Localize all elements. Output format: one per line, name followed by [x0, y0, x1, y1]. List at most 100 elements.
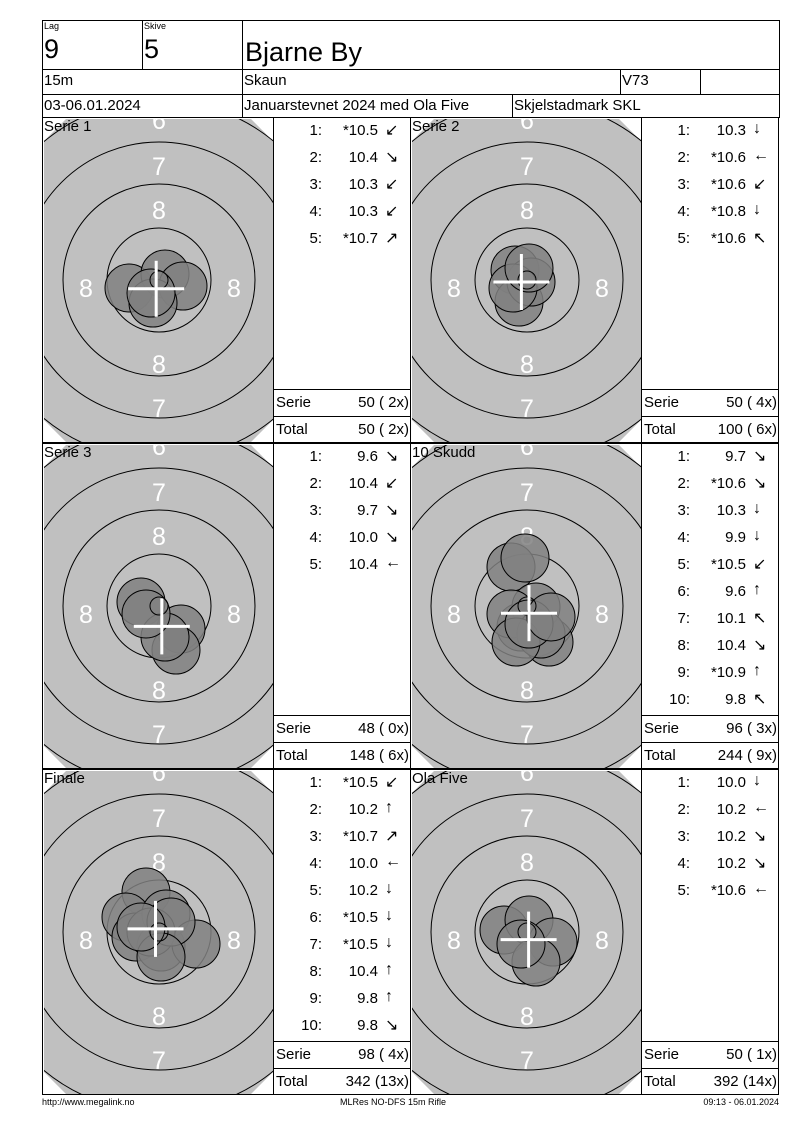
- ring-number: 8: [79, 601, 93, 629]
- serie-row: Serie 96 ( 3x): [642, 715, 778, 743]
- serie-row: Serie 98 ( 4x): [274, 1041, 410, 1069]
- shot-score: 9.6: [725, 583, 746, 600]
- ring: [412, 467, 642, 745]
- shot-number: 3:: [309, 828, 322, 845]
- ring-number: 6: [520, 118, 534, 135]
- serie-label: Serie: [276, 720, 312, 737]
- shot-row: 3: *10.6 ↙: [642, 172, 778, 199]
- total-label: Total: [276, 421, 308, 438]
- direction-arrow-icon: ↘: [385, 502, 399, 519]
- shot-row: 9: *10.9 ↑: [642, 660, 778, 687]
- ring-number: 6: [152, 439, 166, 444]
- direction-arrow-icon: ↘: [385, 149, 399, 166]
- shot-score: 10.2: [348, 882, 378, 899]
- shot-score: *10.6: [710, 882, 746, 899]
- direction-arrow-icon: ←: [753, 799, 769, 816]
- serie-label: Serie: [644, 1046, 680, 1063]
- direction-arrow-icon: ↓: [385, 907, 393, 924]
- shot-score: 9.8: [357, 990, 378, 1007]
- shot-row: 1: 9.6 ↘: [274, 444, 410, 471]
- shot-row: 4: 10.3 ↙: [274, 199, 410, 226]
- lag-cell: Lag 9: [42, 20, 143, 70]
- shot-hole: [504, 243, 554, 293]
- serie-label: Serie: [276, 1046, 312, 1063]
- ring-number: 6: [520, 765, 534, 770]
- shot-row: 7: 10.1 ↖: [642, 606, 778, 633]
- shot-number: 5:: [677, 882, 690, 899]
- shooter-name-cell: Bjarne By: [242, 20, 780, 70]
- shot-number: 6:: [677, 583, 690, 600]
- serie-row: Serie 50 ( 2x): [274, 389, 410, 417]
- direction-arrow-icon: ↙: [753, 556, 767, 573]
- ten-ring: [149, 596, 169, 616]
- ring-number: 8: [520, 1003, 534, 1031]
- shot-hole: [496, 919, 546, 969]
- total-row: Total 50 ( 2x): [274, 416, 410, 444]
- direction-arrow-icon: ↙: [385, 774, 399, 791]
- shot-row: 3: 9.7 ↘: [274, 498, 410, 525]
- shot-number: 1:: [677, 122, 690, 139]
- ring-number: 8: [595, 601, 609, 629]
- direction-arrow-icon: ←: [385, 853, 401, 870]
- shot-number: 1:: [309, 774, 322, 791]
- shot-list: 1: *10.5 ↙ 2: 10.4 ↘ 3: 10.3 ↙ 4: 10.3 ↙ 5: *10.7 ↗ Ser…: [273, 117, 411, 443]
- shot-number: 9:: [677, 664, 690, 681]
- shot-row: 6: *10.5 ↓: [274, 905, 410, 932]
- direction-arrow-icon: ↙: [385, 122, 399, 139]
- direction-arrow-icon: ←: [385, 554, 401, 571]
- shot-row: 2: 10.2 ←: [642, 797, 778, 824]
- shot-score: *10.6: [710, 475, 746, 492]
- direction-arrow-icon: ↓: [753, 527, 761, 544]
- shot-row: 2: *10.6 ↘: [642, 471, 778, 498]
- series-panel: 6 7 8 8 8 8 7 6 Serie 3 1: 9.6 ↘ 2: 10.4 ↙ 3: 9.7 ↘ 4: 10.0…: [42, 443, 411, 769]
- shot-number: 3:: [677, 828, 690, 845]
- shot-number: 3:: [677, 502, 690, 519]
- ring-number: 8: [447, 601, 461, 629]
- panel-title: Serie 1: [44, 118, 92, 135]
- shot-number: 10:: [301, 1017, 322, 1034]
- shot-score: 10.4: [348, 963, 378, 980]
- ring-number: 8: [520, 351, 534, 379]
- ring-number: 6: [520, 1091, 534, 1096]
- ring-number: 8: [520, 849, 534, 877]
- ten-ring: [149, 922, 169, 942]
- serie-label: Serie: [644, 720, 680, 737]
- extra: [700, 69, 780, 95]
- shot-number: 4:: [677, 529, 690, 546]
- shot-number: 3:: [677, 176, 690, 193]
- shot-row: 7: *10.5 ↓: [274, 932, 410, 959]
- panel-title: Finale: [44, 770, 85, 787]
- serie-label: Serie: [644, 394, 680, 411]
- class: V73: [620, 69, 701, 95]
- total-label: Total: [644, 1073, 676, 1090]
- shot-hole: [526, 592, 576, 642]
- shot-number: 4:: [309, 203, 322, 220]
- ring-number: 8: [79, 927, 93, 955]
- shot-score: 10.0: [348, 855, 378, 872]
- total-row: Total 100 ( 6x): [642, 416, 778, 444]
- shot-list: 1: 9.7 ↘ 2: *10.6 ↘ 3: 10.3 ↓ 4: 9.9 ↓ 5: *10.5 ↙ 6: 9.6…: [641, 443, 779, 769]
- shot-row: 1: *10.5 ↙: [274, 770, 410, 797]
- shot-number: 2:: [309, 149, 322, 166]
- panel-title: Ola Five: [412, 770, 468, 787]
- direction-arrow-icon: ↗: [385, 828, 399, 845]
- ring-number: 8: [595, 275, 609, 303]
- shot-row: 5: *10.7 ↗: [274, 226, 410, 253]
- distance: 15m: [42, 69, 243, 95]
- shot-number: 7:: [309, 936, 322, 953]
- footer-url[interactable]: http://www.megalink.no: [42, 1097, 135, 1107]
- ring-number: 8: [520, 677, 534, 705]
- total-label: Total: [276, 747, 308, 764]
- serie-value: 50 ( 1x): [726, 1046, 777, 1063]
- ring: [474, 227, 580, 333]
- shot-number: 5:: [309, 882, 322, 899]
- shot-score: 10.4: [348, 149, 378, 166]
- direction-arrow-icon: ↑: [753, 662, 761, 679]
- target: 6 7 8 8 8 8 7 6 Serie 1: [42, 117, 274, 443]
- skive-cell: Skive 5: [142, 20, 243, 70]
- shot-number: 1:: [309, 122, 322, 139]
- shot-row: 5: *10.5 ↙: [642, 552, 778, 579]
- shot-number: 3:: [309, 502, 322, 519]
- shot-row: 2: 10.4 ↙: [274, 471, 410, 498]
